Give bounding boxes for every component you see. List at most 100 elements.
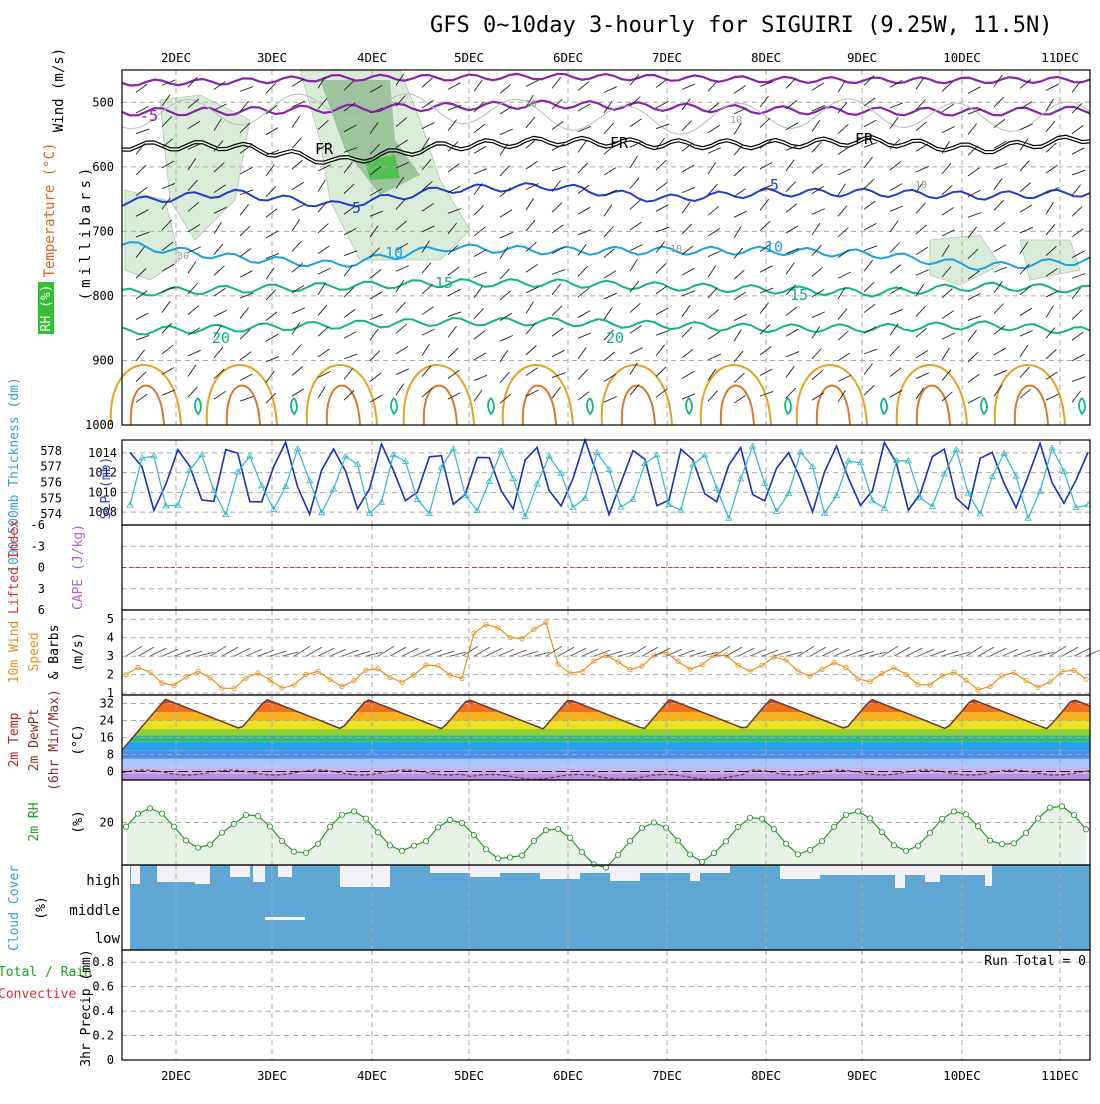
- thickness-marker: [545, 452, 553, 459]
- wind-barb: [291, 219, 301, 232]
- thickness-marker: [389, 451, 398, 458]
- contour-label: 10: [385, 244, 403, 262]
- wind-barb-10m: [677, 649, 695, 657]
- wind-barb: [525, 345, 537, 356]
- wind-barb: [265, 230, 279, 239]
- wind-barb-10m: [1085, 649, 1100, 657]
- rh-marker: [482, 846, 490, 853]
- wind-barb-10m: [617, 651, 635, 657]
- wind-barb: [1019, 285, 1031, 296]
- wind-barb: [915, 202, 926, 214]
- wind-speed-marker: [411, 672, 417, 678]
- thickness-marker: [952, 445, 960, 453]
- thickness-marker: [796, 448, 805, 455]
- wind-barb: [473, 286, 483, 299]
- thickness-marker: [413, 495, 422, 502]
- wind-barb: [811, 223, 821, 236]
- wind-barb: [265, 392, 277, 404]
- wind-barb: [967, 167, 980, 177]
- wind-barb: [473, 168, 488, 175]
- axis-label-barbs: & Barbs: [47, 625, 62, 680]
- wind-barb: [317, 142, 330, 151]
- thickness-marker: [533, 480, 541, 487]
- wind-barb: [395, 220, 407, 231]
- wind-barb: [525, 79, 539, 87]
- wind-barb: [135, 231, 150, 238]
- wind-barb: [811, 208, 825, 215]
- wind-barb: [603, 167, 617, 176]
- thickness-marker: [281, 482, 290, 489]
- wind-barb: [395, 323, 407, 334]
- wind-barb: [421, 159, 432, 171]
- wind-barb: [681, 120, 693, 131]
- wind-barb: [993, 369, 1008, 376]
- wind-barb: [187, 261, 197, 274]
- wind-barb: [1071, 353, 1085, 362]
- wind-barb: [733, 313, 747, 321]
- wind-barb: [941, 369, 952, 381]
- wind-barb: [967, 396, 981, 404]
- wind-barb: [577, 347, 587, 360]
- thickness-marker: [737, 475, 745, 482]
- wind-barb: [395, 161, 409, 169]
- axis-label-total-rain: Total / Rain: [0, 965, 92, 980]
- wind-speed-marker: [1059, 668, 1065, 675]
- wind-tick: 5: [107, 612, 114, 626]
- wind-barb: [681, 290, 696, 297]
- wind-barb: [759, 199, 769, 211]
- wind-barb: [811, 370, 823, 380]
- wind-barb: [603, 270, 617, 279]
- wind-speed-marker: [903, 671, 909, 677]
- wind-barb: [577, 140, 587, 153]
- wind-barb: [759, 390, 774, 397]
- contour-label: 5: [352, 199, 361, 217]
- wind-barb: [239, 373, 253, 381]
- wind-barb: [707, 183, 718, 195]
- wind-barb: [1019, 241, 1029, 254]
- wind-barb: [811, 392, 825, 401]
- wind-barb: [161, 322, 173, 334]
- wind-barb: [603, 226, 614, 238]
- wind-barb: [421, 387, 433, 398]
- wind-barb: [577, 369, 589, 380]
- rh-marker: [578, 849, 586, 856]
- thickness-marker: [832, 491, 841, 499]
- temp-contour-30: [815, 384, 851, 426]
- wind-barb: [473, 226, 486, 237]
- wind-barb: [473, 101, 485, 113]
- wind-barb: [265, 289, 277, 301]
- wind-speed-marker: [543, 619, 549, 625]
- wind-barb: [915, 327, 927, 338]
- temp-contour-25: [402, 364, 475, 426]
- rh-marker: [146, 805, 154, 812]
- wind-barb: [967, 123, 977, 135]
- wind-barb: [1019, 307, 1033, 316]
- rh-marker: [266, 823, 274, 830]
- wind-barb: [473, 308, 485, 319]
- wind-barb: [369, 188, 383, 197]
- wind-barb: [343, 161, 353, 174]
- wind-barb: [551, 327, 564, 337]
- wind-barb-10m: [989, 647, 1007, 657]
- wind-barb-10m: [425, 649, 443, 657]
- wind-barb: [343, 264, 353, 277]
- rh-marker: [986, 837, 994, 844]
- wind-barb: [135, 268, 147, 279]
- wind-barb: [135, 209, 149, 217]
- wind-barb: [733, 269, 745, 280]
- wind-barb: [525, 241, 537, 252]
- wind-barb: [993, 199, 1005, 211]
- wind-barb: [213, 103, 227, 111]
- wind-barb-10m: [761, 649, 779, 657]
- wind-barb-10m: [749, 648, 767, 657]
- wind-speed-marker: [387, 674, 393, 681]
- thickness-marker: [665, 500, 673, 507]
- wind-barb: [681, 348, 694, 359]
- wind-barb: [421, 343, 430, 357]
- wind-barb-10m: [689, 650, 707, 657]
- thickness-marker: [713, 484, 721, 491]
- wind-barb: [1019, 388, 1031, 399]
- cloud-gap: [430, 865, 730, 873]
- wind-speed-marker: [195, 668, 201, 674]
- wind-barb-10m: [209, 645, 227, 657]
